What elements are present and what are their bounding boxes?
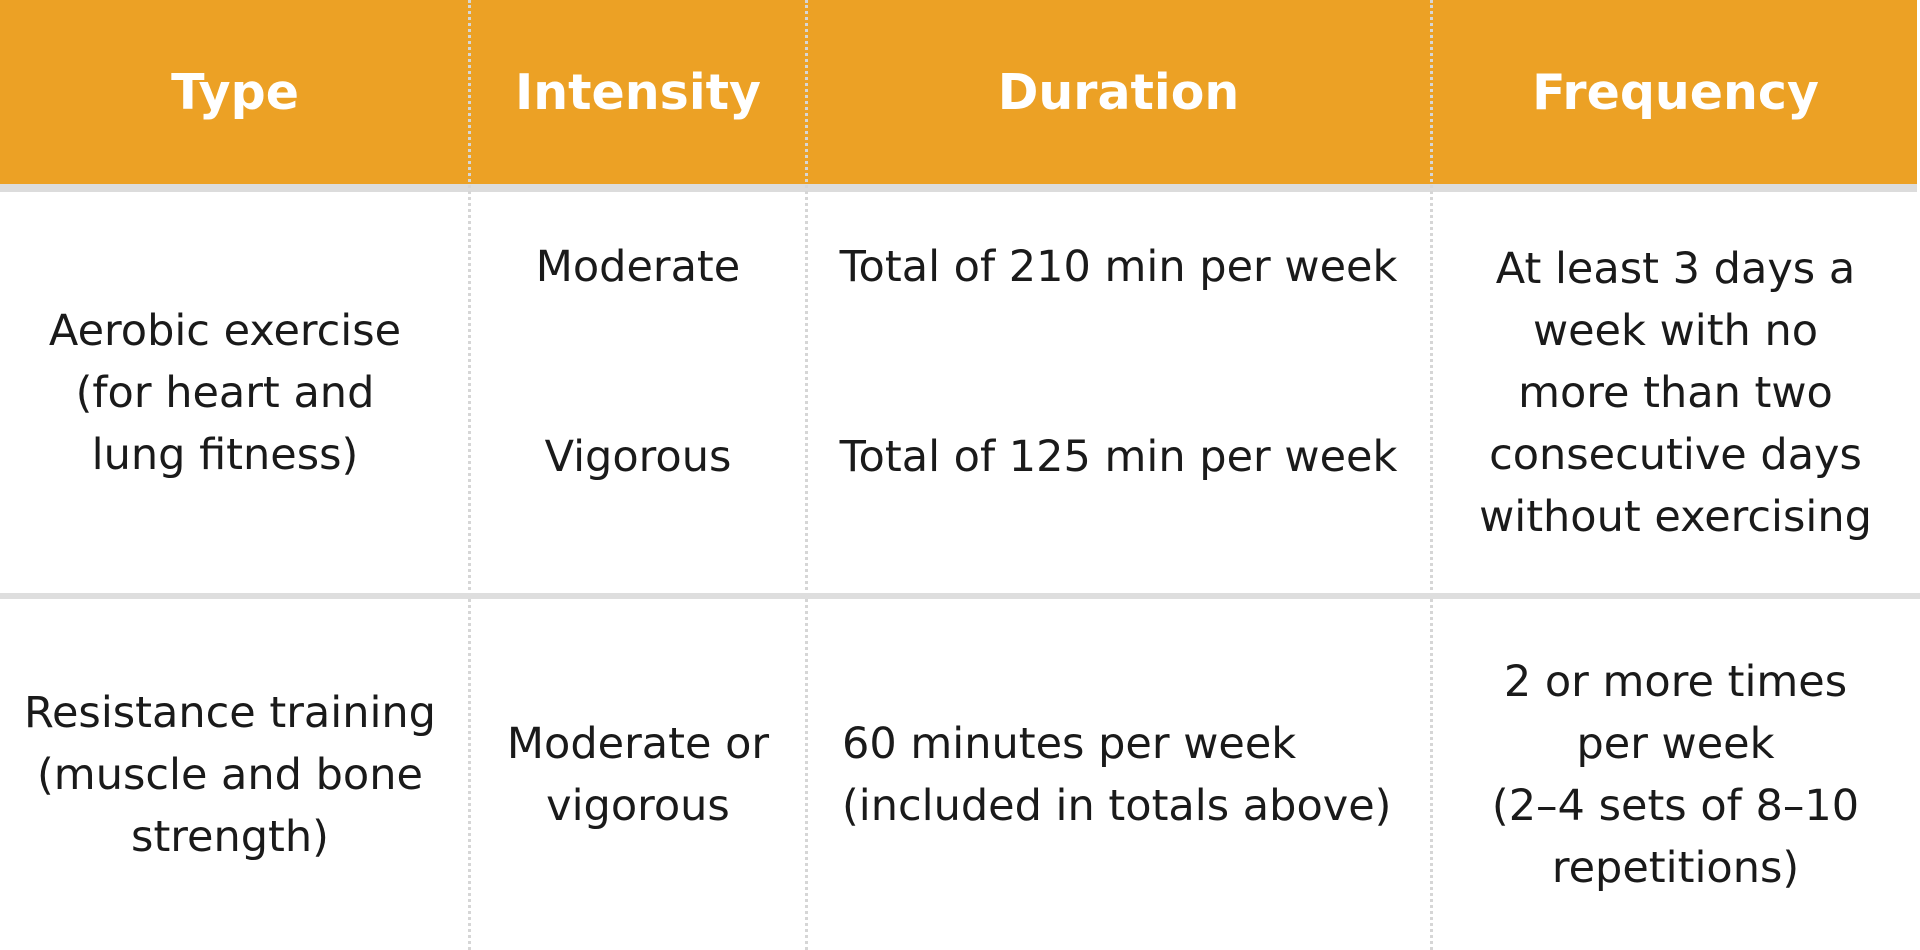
column-divider	[468, 0, 471, 950]
row1-duration-moderate: Total of 210 min per week	[839, 242, 1398, 292]
row2-intensity-cell: Moderate or vigorous	[506, 718, 770, 831]
column-divider	[805, 0, 808, 950]
row1-intensity-moderate: Moderate	[535, 242, 741, 292]
row2-type-cell: Resistance training (muscle and bone str…	[24, 687, 436, 862]
row1-duration-vigorous: Total of 125 min per week	[839, 432, 1398, 482]
row-separator	[0, 593, 1920, 599]
header-intensity: Intensity	[515, 63, 761, 121]
row1-intensity-vigorous: Vigorous	[544, 432, 732, 482]
header-shadow	[0, 184, 1917, 192]
row2-frequency-cell: 2 or more times per week (2–4 sets of 8–…	[1491, 656, 1860, 893]
header-frequency: Frequency	[1532, 63, 1819, 121]
table-header	[0, 0, 1917, 184]
row1-frequency-cell: At least 3 days a week with no more than…	[1479, 243, 1872, 542]
column-divider	[1430, 0, 1433, 950]
header-duration: Duration	[997, 63, 1240, 121]
header-type: Type	[171, 63, 299, 121]
row2-duration-cell: 60 minutes per week (included in totals …	[842, 718, 1392, 831]
row1-type-cell: Aerobic exercise (for heart and lung fit…	[48, 305, 402, 480]
